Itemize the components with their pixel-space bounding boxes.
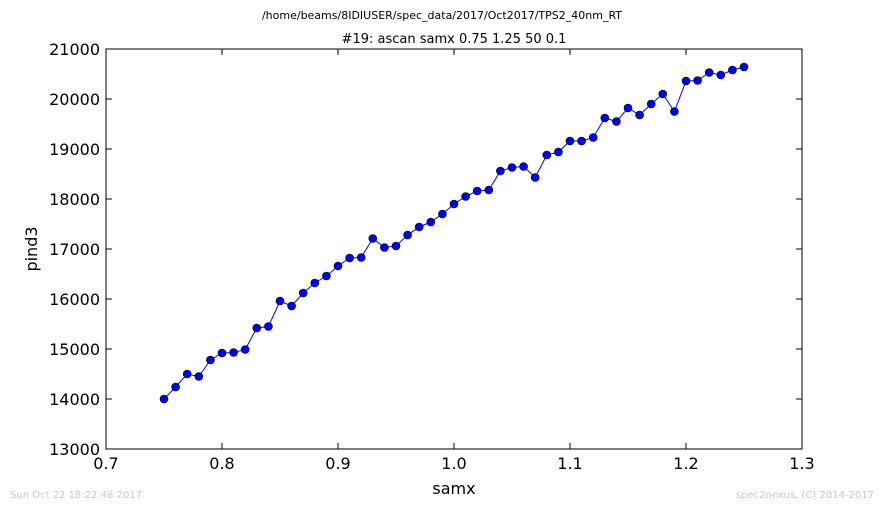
data-point	[496, 166, 505, 176]
data-point	[542, 150, 552, 160]
data-point	[206, 355, 215, 365]
x-tick-label: 1.2	[673, 454, 698, 473]
data-point	[704, 68, 714, 77]
x-tick-label: 1.0	[441, 454, 466, 473]
data-point	[310, 278, 320, 288]
data-point	[461, 192, 470, 201]
data-point	[333, 261, 343, 271]
data-point	[252, 323, 262, 333]
data-point	[240, 345, 250, 354]
data-point	[612, 117, 621, 126]
data-point	[264, 322, 273, 331]
data-point	[322, 271, 331, 281]
data-point	[217, 348, 227, 358]
data-point	[716, 70, 726, 80]
data-point	[577, 136, 586, 146]
data-point	[565, 136, 575, 146]
data-point	[356, 253, 366, 262]
y-tick-label: 20000	[49, 90, 100, 109]
x-axis: 0.7 0.8 0.9 1.0 1.1 1.2 1.3	[93, 49, 815, 473]
x-tick-label: 1.1	[557, 454, 582, 473]
x-axis-label: samx	[432, 479, 475, 498]
data-point	[588, 133, 598, 142]
data-point	[403, 230, 412, 240]
data-point	[472, 186, 482, 196]
data-point	[438, 209, 447, 219]
data-point	[182, 369, 192, 379]
data-point	[229, 348, 238, 357]
y-tick-label: 17000	[49, 240, 100, 259]
data-point	[739, 62, 749, 72]
chart-title: #19: ascan samx 0.75 1.25 50 0.1	[342, 32, 567, 47]
y-tick-label: 15000	[49, 340, 100, 359]
y-axis: 13000 14000 15000 16000 17000 18000 19000 20000…	[49, 40, 802, 459]
data-point	[449, 199, 459, 209]
data-point	[728, 65, 737, 75]
y-tick-label: 21000	[49, 40, 100, 59]
x-tick-label: 0.7	[93, 454, 118, 473]
data-point	[368, 234, 378, 243]
data-point	[519, 162, 528, 171]
footer-timestamp: Sun Oct 22 18:22:48 2017	[10, 490, 142, 501]
data-point	[380, 243, 389, 252]
data-point	[298, 288, 308, 298]
x-tick-label: 1.3	[789, 454, 814, 473]
series-line	[163, 66, 745, 400]
data-point	[693, 76, 702, 85]
data-point	[507, 163, 517, 172]
y-tick-label: 16000	[49, 290, 100, 309]
plot-frame	[105, 48, 803, 450]
data-point	[600, 113, 610, 123]
data-point	[391, 241, 401, 251]
y-axis-label: pind3	[22, 226, 41, 271]
data-point	[287, 301, 296, 311]
y-tick-label: 13000	[49, 440, 100, 459]
x-tick-label: 0.8	[209, 454, 234, 473]
y-tick-label: 18000	[49, 190, 100, 209]
y-tick-label: 14000	[49, 390, 100, 409]
data-point	[530, 173, 540, 182]
footer-credit: spec2nexus, (C) 2014-2017	[736, 490, 874, 501]
data-point	[275, 296, 285, 306]
data-point	[194, 372, 204, 381]
y-tick-label: 19000	[49, 140, 100, 159]
chart-suptitle: /home/beams/8IDIUSER/spec_data/2017/Oct2…	[262, 9, 622, 22]
data-point	[681, 76, 691, 86]
data-point	[554, 147, 563, 157]
data-point	[658, 89, 668, 99]
data-point	[345, 253, 354, 263]
data-point	[484, 185, 494, 195]
data-point	[414, 222, 424, 232]
plot-area	[159, 62, 749, 404]
data-point	[646, 99, 656, 109]
data-point	[635, 110, 644, 120]
data-point	[159, 394, 169, 404]
data-point	[171, 382, 180, 392]
data-point	[670, 107, 679, 116]
data-point	[426, 217, 436, 227]
x-tick-label: 0.9	[325, 454, 350, 473]
data-point	[623, 103, 633, 113]
